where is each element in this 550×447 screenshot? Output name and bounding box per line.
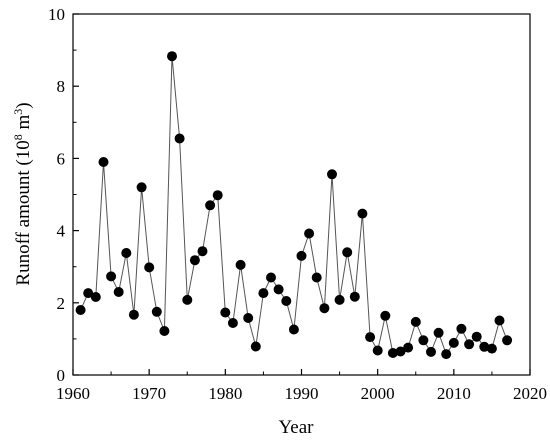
- data-point-1978: [205, 200, 216, 211]
- data-point-1985: [258, 288, 269, 299]
- data-point-1980: [220, 307, 231, 318]
- data-point-2004: [403, 342, 414, 353]
- data-point-1965: [106, 271, 117, 282]
- data-point-2016: [494, 315, 505, 326]
- data-point-1979: [212, 190, 223, 201]
- data-point-2008: [433, 327, 444, 338]
- data-point-1996: [342, 247, 353, 258]
- data-point-1983: [243, 313, 254, 323]
- data-point-1973: [167, 51, 177, 62]
- y-tick-label: 10: [48, 5, 65, 24]
- data-point-2006: [418, 335, 429, 346]
- data-point-1987: [273, 284, 284, 295]
- data-point-2012: [464, 339, 475, 350]
- data-point-2000: [372, 345, 383, 356]
- data-point-1988: [281, 296, 292, 306]
- data-point-1968: [128, 309, 139, 320]
- data-point-2014: [479, 341, 490, 352]
- data-point-1969: [136, 182, 147, 193]
- x-tick-label: 2010: [437, 384, 471, 403]
- data-point-1962: [83, 288, 94, 299]
- data-point-2005: [410, 316, 421, 327]
- data-point-1964: [98, 157, 109, 167]
- x-axis-ticks: 1960 1970 1980 1990 2000 2010 2020: [56, 369, 547, 403]
- data-point-1990: [296, 250, 307, 261]
- data-point-1994: [327, 169, 337, 180]
- y-axis-label-base: Runoff amount (10: [13, 140, 34, 285]
- data-point-1993: [319, 303, 330, 314]
- y-axis-label-mid: m: [13, 115, 34, 135]
- data-point-1974: [174, 133, 185, 144]
- data-point-2017: [502, 335, 513, 346]
- data-point-2001: [380, 310, 391, 321]
- data-point-2015: [486, 343, 497, 354]
- x-tick-label: 1980: [208, 384, 242, 403]
- y-axis-label-end: ): [13, 102, 34, 108]
- data-point-2011: [456, 323, 467, 334]
- series-line: [80, 56, 508, 356]
- data-point-1976: [189, 255, 200, 266]
- data-point-2013: [471, 331, 482, 342]
- y-axis-label: Runoff amount (108 m3): [11, 102, 34, 285]
- data-point-1967: [121, 248, 132, 258]
- data-point-1984: [250, 341, 261, 352]
- x-tick-label: 1960: [56, 384, 90, 403]
- data-point-2003: [395, 346, 406, 357]
- data-point-1992: [311, 272, 322, 283]
- y-tick-label: 8: [57, 77, 66, 96]
- y-axis-ticks: 0 2 4 6 8 10: [48, 5, 79, 385]
- x-axis-label: Year: [278, 417, 314, 438]
- data-point-1995: [334, 294, 345, 305]
- data-point-1963: [90, 292, 101, 302]
- data-point-1970: [144, 262, 155, 273]
- data-point-1999: [365, 332, 376, 343]
- data-point-1991: [304, 228, 315, 239]
- y-tick-label: 0: [57, 366, 66, 385]
- data-point-2007: [426, 346, 436, 357]
- data-point-1961: [75, 305, 86, 315]
- runoff-series-line: [80, 56, 508, 356]
- data-point-1971: [151, 306, 162, 317]
- data-point-1977: [197, 246, 208, 257]
- data-point-1966: [113, 287, 124, 297]
- x-tick-label: 1970: [132, 384, 166, 403]
- x-tick-label: 2000: [361, 384, 395, 403]
- data-point-1986: [266, 272, 276, 283]
- data-point-2009: [441, 349, 452, 360]
- data-point-1998: [357, 208, 368, 219]
- x-tick-label: 2020: [513, 384, 547, 403]
- series-points: [75, 51, 513, 360]
- y-tick-label: 4: [57, 222, 66, 241]
- data-point-2010: [448, 337, 459, 348]
- data-point-1989: [288, 324, 299, 335]
- y-tick-label: 6: [57, 149, 66, 168]
- y-tick-label: 2: [57, 294, 66, 313]
- data-point-1997: [349, 291, 360, 302]
- data-point-1981: [227, 318, 238, 328]
- y-axis-label-exp1: 8: [11, 134, 25, 140]
- data-point-2002: [387, 348, 398, 358]
- x-tick-label: 1990: [285, 384, 319, 403]
- data-point-1972: [159, 326, 170, 336]
- data-point-1975: [182, 294, 193, 305]
- data-point-1982: [235, 259, 246, 270]
- y-axis-label-exp2: 3: [11, 109, 25, 115]
